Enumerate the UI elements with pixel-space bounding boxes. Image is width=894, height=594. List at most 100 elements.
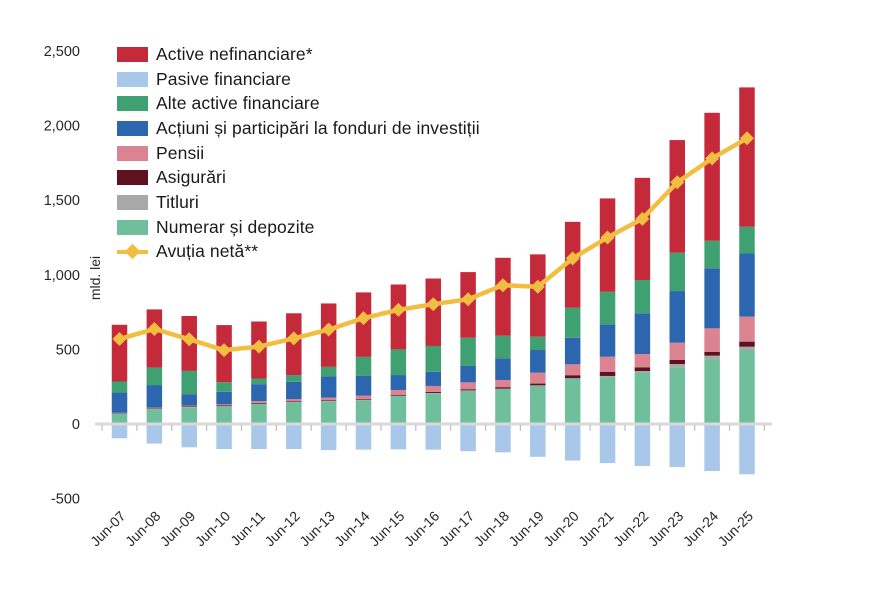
- bar-segment-nefinanciare: [530, 254, 546, 337]
- net-wealth-diamond: [286, 331, 301, 346]
- bar-segment-asigurari: [390, 394, 407, 396]
- bar-segment-pasive: [460, 424, 476, 452]
- bar-segment-actiuni: [181, 394, 197, 406]
- bar-segment-nefinanciare: [495, 257, 511, 336]
- bar-segment-pensii: [564, 364, 581, 376]
- bar-segment-alte: [530, 336, 546, 350]
- bar-segment-asigurari: [146, 408, 163, 409]
- bar-segment-alte: [425, 345, 441, 372]
- bar-segment-pensii: [146, 407, 163, 409]
- x-tick-label: Jun-15: [366, 508, 408, 550]
- legend-item-label: Numerar și depozite: [156, 216, 315, 237]
- bar-segment-pensii: [599, 356, 616, 372]
- bar-segment-numerar: [216, 406, 232, 424]
- bar-segment-alte: [669, 252, 686, 292]
- bar-segment-alte: [460, 337, 476, 366]
- bar-segment-pensii: [320, 397, 337, 401]
- bar-segment-actiuni: [530, 350, 546, 373]
- net-wealth-diamond: [739, 131, 754, 146]
- bar-segment-alte: [286, 375, 302, 382]
- legend-item-label: Avuția netă**: [156, 241, 259, 262]
- bar-segment-titluri: [634, 371, 651, 373]
- bar-segment-numerar: [704, 359, 720, 424]
- bar-segment-alte: [216, 382, 232, 392]
- bar-segment-actiuni: [390, 375, 407, 390]
- x-tick-label: Jun-16: [401, 508, 443, 550]
- y-tick-label: -500: [51, 492, 80, 508]
- bar-segment-pasive: [530, 424, 546, 457]
- bar-segment-asigurari: [739, 341, 755, 347]
- legend-diamond-icon: [124, 244, 141, 260]
- bar-segment-numerar: [320, 401, 337, 424]
- bar-segment-pasive: [320, 424, 337, 451]
- bar-segment-pasive: [181, 424, 197, 448]
- y-tick-label: 0: [72, 417, 80, 433]
- bar-segment-asigurari: [669, 359, 686, 365]
- net-wealth-diamond: [530, 279, 545, 294]
- bar-segment-actiuni: [355, 375, 372, 396]
- bar-segment-asigurari: [320, 400, 337, 402]
- bar-segment-nefinanciare: [669, 140, 686, 253]
- net-wealth-diamond: [705, 151, 720, 166]
- bar-segment-pasive: [495, 424, 511, 453]
- bar-segment-pasive: [564, 424, 581, 461]
- bar-segment-pensii: [355, 395, 372, 400]
- net-wealth-diamond: [112, 331, 127, 346]
- bar-segment-alte: [634, 280, 651, 314]
- bar-segment-nefinanciare: [599, 198, 616, 292]
- legend-swatch-titluri: [117, 194, 148, 210]
- net-wealth-diamond: [356, 311, 371, 326]
- bar-segment-asigurari: [286, 401, 302, 403]
- bar-segment-pensii: [460, 382, 476, 390]
- bar-segment-pasive: [355, 424, 372, 450]
- x-tick-label: Jun-14: [331, 508, 373, 550]
- bar-segment-actiuni: [286, 381, 302, 400]
- bar-segment-asigurari: [181, 406, 197, 407]
- bar-segment-titluri: [669, 364, 686, 368]
- bar-segment-actiuni: [216, 391, 232, 405]
- bar-segment-pensii: [286, 399, 302, 402]
- x-tick-label: Jun-13: [296, 508, 338, 550]
- bar-segment-actiuni: [564, 337, 581, 365]
- bar-segment-titluri: [704, 355, 720, 360]
- x-tick-label: Jun-09: [157, 508, 199, 550]
- bar-segment-asigurari: [355, 399, 372, 400]
- legend-item-titluri: Titluri: [117, 190, 480, 215]
- bar-segment-nefinanciare: [390, 284, 407, 350]
- chart-legend: Active nefinanciare* Pasive financiare Alt…: [117, 42, 480, 264]
- bar-segment-numerar: [355, 400, 372, 424]
- bar-segment-nefinanciare: [704, 112, 720, 241]
- bar-segment-numerar: [425, 393, 441, 424]
- bar-segment-asigurari: [460, 389, 476, 391]
- y-tick-label: 1,500: [44, 193, 80, 209]
- bar-segment-alte: [355, 356, 372, 376]
- y-tick-label: 1,000: [44, 268, 80, 284]
- legend-item-nefinanciare: Active nefinanciare*: [117, 42, 480, 67]
- net-wealth-diamond: [565, 251, 580, 266]
- legend-item-label: Active nefinanciare*: [156, 43, 313, 64]
- legend-swatch-asigurari: [117, 170, 148, 186]
- bar-segment-alte: [390, 349, 407, 376]
- x-tick-label: Jun-21: [575, 508, 617, 550]
- bar-segment-asigurari: [564, 375, 581, 379]
- bar-segment-pensii: [425, 385, 441, 392]
- legend-item-alte: Alte active financiare: [117, 91, 480, 116]
- legend-swatch-pasive: [117, 71, 148, 87]
- bar-segment-asigurari: [216, 405, 232, 407]
- bar-segment-numerar: [146, 409, 163, 424]
- bar-segment-pasive: [146, 424, 163, 444]
- bar-segment-asigurari: [634, 367, 651, 372]
- legend-item-label: Alte active financiare: [156, 93, 320, 114]
- x-tick-label: Jun-18: [471, 508, 513, 550]
- bar-segment-actiuni: [320, 376, 337, 398]
- net-wealth-diamond: [217, 343, 232, 358]
- bar-segment-pasive: [634, 424, 651, 466]
- bar-segment-nefinanciare: [146, 309, 163, 368]
- legend-item-numerar: Numerar și depozite: [117, 215, 480, 240]
- bar-segment-pensii: [739, 316, 755, 342]
- y-tick-label: 500: [56, 342, 80, 358]
- bar-segment-nefinanciare: [425, 278, 441, 346]
- legend-item-actiuni: Acțiuni și participări la fonduri de inv…: [117, 116, 480, 141]
- net-wealth-diamond: [251, 339, 266, 354]
